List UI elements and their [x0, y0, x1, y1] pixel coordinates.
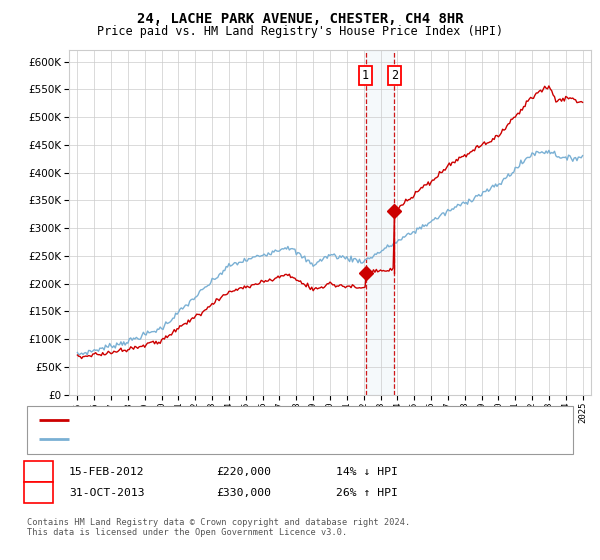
Text: 2: 2: [35, 486, 42, 500]
Text: Price paid vs. HM Land Registry's House Price Index (HPI): Price paid vs. HM Land Registry's House …: [97, 25, 503, 38]
Text: 14% ↓ HPI: 14% ↓ HPI: [336, 466, 398, 477]
Text: 15-FEB-2012: 15-FEB-2012: [69, 466, 145, 477]
Text: 2: 2: [391, 69, 398, 82]
Text: £330,000: £330,000: [216, 488, 271, 498]
Text: 1: 1: [362, 69, 369, 82]
Bar: [365, 50, 394, 395]
Text: Contains HM Land Registry data © Crown copyright and database right 2024.
This d: Contains HM Land Registry data © Crown c…: [27, 518, 410, 538]
Text: 1: 1: [35, 465, 42, 478]
Text: 31-OCT-2013: 31-OCT-2013: [69, 488, 145, 498]
Text: 26% ↑ HPI: 26% ↑ HPI: [336, 488, 398, 498]
Text: HPI: Average price, detached house, Cheshire West and Chester: HPI: Average price, detached house, Ches…: [75, 435, 441, 445]
Text: 24, LACHE PARK AVENUE, CHESTER, CH4 8HR: 24, LACHE PARK AVENUE, CHESTER, CH4 8HR: [137, 12, 463, 26]
Text: 24, LACHE PARK AVENUE, CHESTER, CH4 8HR (detached house): 24, LACHE PARK AVENUE, CHESTER, CH4 8HR …: [75, 415, 411, 425]
Text: £220,000: £220,000: [216, 466, 271, 477]
